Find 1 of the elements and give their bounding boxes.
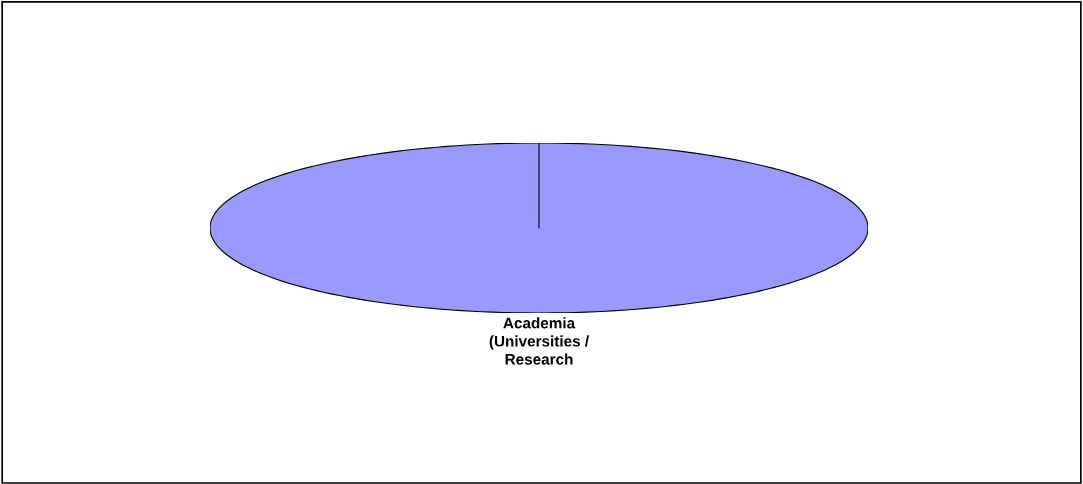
slice-label: Academia (Universities / Research	[489, 317, 589, 365]
